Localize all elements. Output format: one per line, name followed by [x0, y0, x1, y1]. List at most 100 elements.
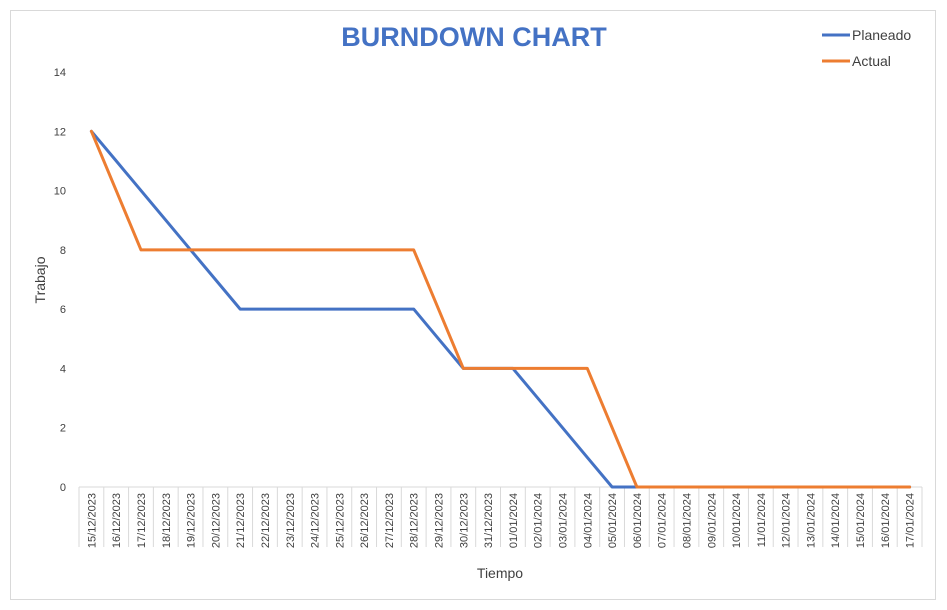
data-point-actual: [362, 248, 366, 252]
x-tick-label: 16/12/2023: [111, 493, 123, 548]
data-point-planeado: [214, 278, 217, 281]
data-point-planeado: [338, 307, 341, 311]
data-point-actual: [239, 248, 242, 252]
data-point-actual: [610, 426, 614, 429]
data-point-actual: [189, 248, 192, 252]
y-tick-label: 2: [60, 423, 66, 435]
data-point-planeado: [313, 307, 316, 311]
data-point-actual: [561, 367, 564, 370]
y-tick-label: 8: [60, 245, 66, 257]
x-tick-label: 31/12/2023: [483, 493, 495, 548]
x-tick-label: 22/12/2023: [260, 493, 272, 548]
x-axis: 15/12/2023 16/12/2023 17/12/2023 18/12/2023…: [78, 486, 923, 548]
data-point-actual: [858, 485, 862, 489]
data-point-planeado: [610, 485, 614, 489]
data-point-actual: [164, 248, 167, 252]
x-tick-label: 04/01/2024: [582, 493, 594, 548]
y-tick-label: 12: [54, 126, 66, 138]
x-tick-label: 08/01/2024: [681, 493, 693, 548]
data-point-actual: [139, 248, 143, 252]
chart-title: BURNDOWN CHART: [341, 22, 607, 52]
x-tick-label: 05/01/2024: [607, 493, 619, 548]
x-tick-label: 11/01/2024: [756, 493, 768, 547]
data-point-actual: [263, 248, 267, 252]
data-point-actual: [387, 248, 391, 252]
x-tick-label: 20/12/2023: [210, 493, 222, 548]
legend: Planeado Actual: [822, 27, 911, 69]
x-tick-label: 14/01/2024: [830, 493, 842, 548]
data-point-actual: [486, 367, 490, 370]
x-tick-label: 13/01/2024: [805, 493, 817, 548]
x-tick-label: 16/01/2024: [880, 493, 892, 548]
chart-frame: [10, 10, 936, 600]
data-point-actual: [412, 248, 415, 252]
data-point-actual: [834, 485, 837, 489]
x-tick-label: 02/01/2024: [533, 493, 545, 548]
x-tick-label: 06/01/2024: [632, 493, 644, 548]
y-axis-ticks: 0 2 4 6 8 10 12 14: [54, 67, 66, 494]
x-tick-label: 10/01/2024: [731, 493, 743, 548]
y-axis-label: Trabajo: [32, 256, 48, 303]
data-point-actual: [462, 367, 465, 370]
x-tick-label: 12/01/2024: [781, 493, 793, 548]
y-tick-label: 4: [60, 363, 66, 375]
data-point-actual: [883, 485, 886, 489]
x-tick-label: 25/12/2023: [334, 493, 346, 548]
data-point-planeado: [239, 307, 242, 311]
legend-label-actual: Actual: [852, 53, 891, 69]
data-point-actual: [313, 248, 316, 252]
data-point-actual: [511, 367, 515, 370]
data-point-actual: [338, 248, 341, 252]
data-point-actual: [115, 189, 118, 192]
data-point-planeado: [387, 307, 391, 311]
x-tick-label: 19/12/2023: [186, 493, 198, 548]
data-point-planeado: [164, 219, 167, 222]
data-point-actual: [685, 485, 688, 489]
x-tick-label: 09/01/2024: [706, 493, 718, 548]
data-point-planeado: [561, 426, 564, 429]
x-tick-label: 18/12/2023: [161, 493, 173, 548]
x-tick-label: 29/12/2023: [434, 493, 446, 548]
x-tick-label: 15/12/2023: [86, 493, 98, 548]
y-tick-label: 6: [60, 304, 66, 316]
x-tick-label: 26/12/2023: [359, 493, 371, 548]
data-point-planeado: [139, 189, 143, 192]
data-point-actual: [437, 307, 440, 311]
x-tick-label: 21/12/2023: [235, 493, 247, 548]
data-point-planeado: [263, 307, 267, 311]
x-tick-label: 27/12/2023: [384, 493, 396, 548]
data-point-actual: [536, 367, 539, 370]
series-lines: [89, 129, 912, 489]
y-tick-label: 0: [60, 482, 66, 494]
data-point-actual: [710, 485, 713, 489]
x-tick-label: 01/01/2024: [508, 493, 520, 548]
data-point-planeado: [288, 307, 291, 311]
series-line-actual: [89, 129, 912, 489]
data-point-planeado: [115, 159, 118, 163]
x-tick-label: 17/01/2024: [905, 493, 917, 548]
data-point-planeado: [536, 396, 539, 400]
x-tick-label: 07/01/2024: [657, 493, 669, 548]
data-point-actual: [288, 248, 291, 252]
data-point-actual: [784, 485, 787, 489]
data-point-actual: [809, 485, 812, 489]
legend-label-planeado: Planeado: [852, 27, 911, 43]
data-point-planeado: [586, 456, 589, 459]
x-tick-label: 28/12/2023: [409, 493, 421, 548]
data-point-planeado: [412, 307, 415, 311]
y-tick-label: 14: [54, 67, 66, 79]
data-point-actual: [214, 248, 217, 252]
series-line-planeado: [89, 129, 912, 489]
data-point-actual: [90, 130, 93, 133]
y-tick-label: 10: [54, 186, 66, 198]
data-point-actual: [908, 485, 911, 489]
x-tick-label: 15/01/2024: [855, 493, 867, 548]
x-tick-label: 23/12/2023: [285, 493, 297, 548]
data-point-actual: [734, 485, 738, 489]
data-point-planeado: [362, 307, 366, 311]
x-tick-label: 17/12/2023: [136, 493, 148, 548]
data-point-actual: [660, 485, 663, 489]
x-tick-label: 03/01/2024: [557, 493, 569, 548]
x-tick-label: 24/12/2023: [310, 493, 322, 548]
